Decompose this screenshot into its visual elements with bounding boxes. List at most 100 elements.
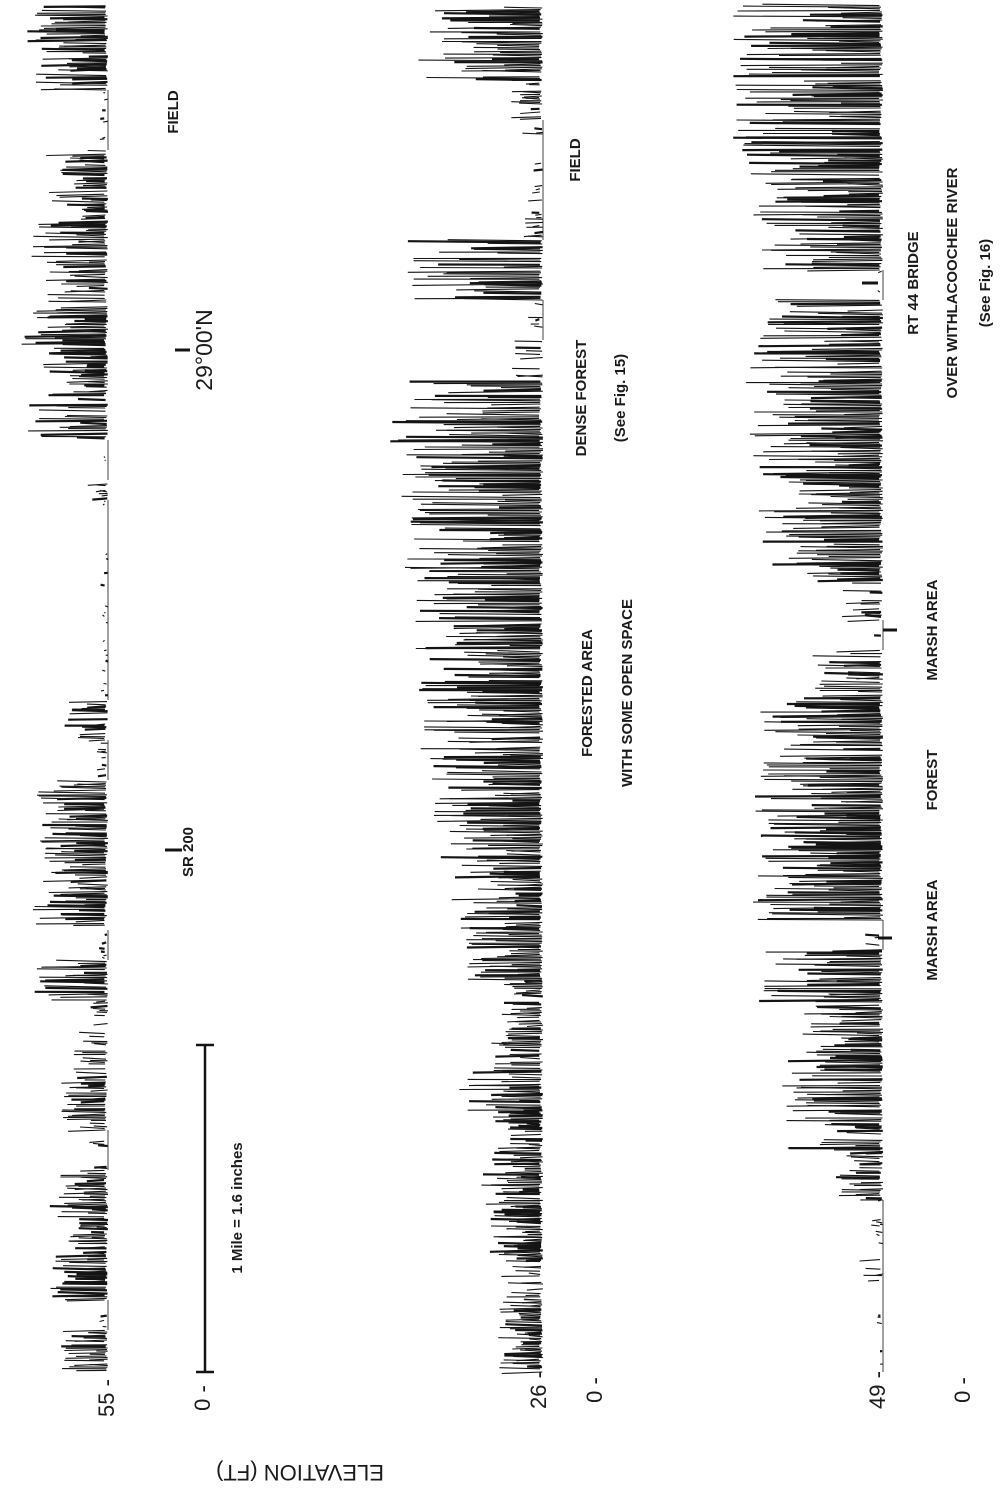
trace-spike — [100, 950, 105, 954]
trace-spike — [441, 16, 541, 20]
trace-spike — [74, 182, 108, 185]
trace-spike — [511, 963, 541, 966]
trace-spike — [859, 1259, 881, 1262]
trace-spike — [825, 357, 881, 362]
trace-spike — [749, 432, 880, 435]
trace-spike — [847, 619, 880, 622]
trace-spike — [535, 213, 542, 216]
trace-spike — [839, 209, 880, 213]
trace-spike — [532, 191, 540, 194]
trace-spike — [843, 235, 881, 239]
annotation-label-marsh-area-1: MARSH AREA — [924, 879, 941, 980]
trace-spike — [94, 723, 106, 726]
trace-spike — [74, 275, 108, 279]
trace-spike — [435, 801, 540, 804]
trace-spike — [485, 1203, 541, 1205]
trace-spike — [78, 240, 106, 243]
trace-spike — [511, 849, 542, 852]
trace-spike — [528, 1272, 541, 1275]
trace-spike — [87, 206, 108, 209]
trace-spike — [517, 968, 543, 970]
trace-spike — [36, 73, 107, 77]
trace-spike — [460, 926, 541, 929]
trace-spike — [61, 868, 107, 871]
trace-spike — [102, 136, 106, 139]
trace-spike — [797, 734, 884, 737]
trace-spike — [807, 571, 882, 574]
trace-spike — [819, 776, 883, 779]
trace-spike — [510, 754, 543, 757]
trace-spike — [767, 46, 883, 50]
trace-spike — [793, 526, 880, 529]
trace-spike — [524, 1331, 542, 1334]
trace-spike — [780, 716, 883, 719]
trace-spike — [806, 978, 882, 982]
trace-spike — [486, 720, 540, 725]
trace-spike — [420, 522, 540, 525]
trace-spike — [525, 989, 541, 992]
trace-spike — [815, 492, 880, 495]
trace-spike — [41, 841, 105, 843]
trace-spike — [40, 839, 105, 842]
trace-spike — [507, 908, 543, 911]
trace-spike — [787, 891, 880, 894]
trace-spike — [813, 1100, 880, 1103]
trace-spike — [74, 1363, 108, 1366]
trace-spike — [410, 407, 541, 410]
trace-spike — [78, 1237, 107, 1240]
trace-spike — [83, 207, 105, 211]
trace-spike — [67, 1275, 108, 1279]
trace-spike — [446, 719, 543, 722]
trace-spike — [93, 1007, 106, 1010]
trace-spike — [469, 1100, 541, 1104]
trace-spike — [456, 758, 540, 762]
trace-spike — [80, 1223, 109, 1226]
trace-spike — [806, 1051, 880, 1055]
trace-spike — [488, 782, 542, 786]
trace-spike — [503, 533, 542, 535]
trace-spike — [772, 714, 882, 718]
trace-spike — [77, 883, 108, 886]
trace-spike — [503, 454, 543, 458]
trace-spike — [826, 65, 880, 69]
trace-spike — [830, 251, 880, 253]
trace-spike — [799, 879, 883, 882]
trace-spike — [60, 1288, 108, 1292]
trace-spike — [43, 879, 106, 882]
trace-spike — [821, 709, 881, 713]
trace-spike — [29, 403, 108, 407]
trace-spike — [76, 285, 105, 287]
trace-spike — [39, 226, 106, 229]
trace-spike — [817, 229, 880, 232]
trace-spike — [842, 614, 882, 618]
trace-spike — [96, 1000, 106, 1003]
trace-spike — [434, 479, 540, 482]
trace-spike — [39, 916, 106, 919]
trace-spike — [41, 47, 105, 52]
trace-spike — [497, 44, 540, 47]
trace-spike — [753, 213, 883, 216]
trace-spike — [473, 609, 542, 612]
trace-spike — [506, 1196, 540, 1200]
trace-spike — [104, 459, 106, 462]
trace-spike — [58, 297, 105, 299]
trace-spike — [829, 661, 880, 665]
trace-spike — [503, 1042, 541, 1045]
trace-spike — [875, 1230, 883, 1233]
trace-spike — [526, 1288, 543, 1291]
trace-spike — [467, 802, 540, 806]
trace-spike — [494, 1215, 540, 1218]
trace-spike — [61, 1257, 108, 1261]
trace-spike — [811, 262, 882, 265]
trace-spike — [75, 919, 105, 923]
trace-spike — [504, 1351, 541, 1356]
trace-spike — [89, 1358, 108, 1361]
trace-spike — [87, 705, 107, 709]
annotation-label-field-2: FIELD — [567, 138, 584, 181]
trace-spike — [36, 968, 105, 971]
trace-spike — [819, 1143, 880, 1146]
scale-bar — [196, 1043, 214, 1374]
trace-spike — [498, 1146, 541, 1149]
trace-spike — [467, 654, 540, 658]
trace-spike — [810, 395, 882, 400]
